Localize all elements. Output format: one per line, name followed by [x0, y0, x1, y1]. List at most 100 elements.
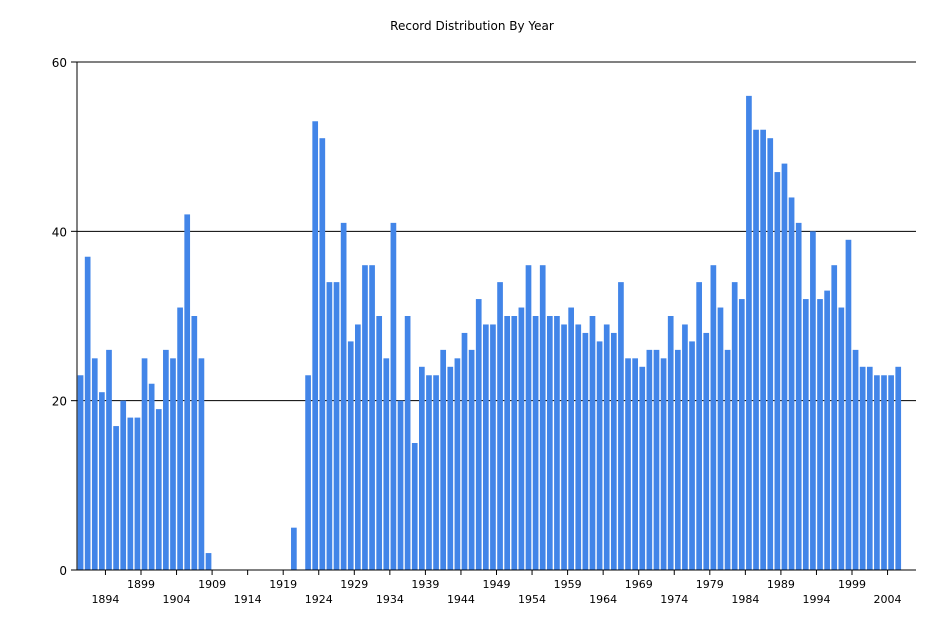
bar-1967: [618, 282, 624, 570]
bar-1937: [404, 316, 411, 570]
bar-2001: [859, 366, 866, 570]
y-tick-label: 60: [52, 56, 67, 70]
bar-1932: [369, 265, 375, 570]
bar-1903: [163, 349, 169, 570]
bar-2004: [881, 375, 887, 570]
bar-2002: [866, 366, 873, 570]
axes: 0 20 40 60 1899 1909 1919 1929 1939 1949 1959 1969 1…: [52, 56, 916, 606]
bar-1908: [198, 358, 205, 570]
bar-1909: [205, 553, 212, 570]
bar-1991: [788, 197, 795, 570]
x-tick-label: 1954: [518, 593, 546, 606]
x-tick-label: 1969: [625, 578, 653, 591]
bar-1891: [77, 375, 84, 570]
bar-1968: [625, 358, 631, 570]
bar-2005: [888, 375, 894, 570]
x-tick-label: 2004: [874, 593, 902, 606]
bar-1959: [561, 324, 567, 570]
x-tick-label: 1984: [731, 593, 759, 606]
bar-1955: [532, 316, 539, 570]
bar-1893: [91, 358, 98, 570]
bar-1905: [177, 307, 183, 570]
bar-1978: [696, 282, 702, 570]
x-tick-label: 1894: [91, 593, 119, 606]
bar-1945: [461, 332, 468, 570]
bar-1965: [603, 324, 610, 570]
x-tick-label: 1904: [163, 593, 191, 606]
bar-1901: [148, 383, 155, 570]
bar-1902: [155, 409, 162, 570]
bar-1925: [319, 138, 326, 570]
bar-1973: [660, 358, 667, 570]
bar-1930: [355, 324, 361, 570]
bar-1928: [340, 222, 347, 570]
bar-1986: [753, 129, 759, 571]
bar-1962: [582, 332, 589, 570]
bar-1933: [376, 316, 383, 570]
x-tick-label: 1999: [838, 578, 866, 591]
bar-1921: [291, 527, 297, 570]
bar-1906: [184, 214, 191, 570]
bar-1892: [84, 256, 91, 570]
x-tick-label: 1989: [767, 578, 795, 591]
bar-1927: [333, 282, 340, 570]
bar-1988: [767, 138, 774, 570]
x-tick-label: 1919: [269, 578, 297, 591]
bar-1979: [703, 332, 710, 570]
bars: [77, 95, 902, 571]
bar-1943: [447, 366, 454, 570]
bar-1971: [646, 349, 653, 570]
bar-1980: [710, 265, 717, 570]
x-tick-label: 1959: [554, 578, 582, 591]
x-tick-label: 1929: [340, 578, 368, 591]
bar-1970: [639, 366, 646, 570]
bar-1983: [731, 282, 738, 570]
bar-1939: [419, 366, 425, 570]
bar-1995: [817, 299, 823, 570]
bar-1990: [781, 163, 788, 570]
bar-1948: [482, 324, 489, 570]
bar-1964: [596, 341, 603, 570]
bar-1923: [305, 375, 311, 570]
bar-1900: [141, 358, 148, 570]
bar-1994: [810, 231, 816, 570]
bar-1944: [454, 358, 461, 570]
bar-1929: [347, 341, 354, 570]
bar-1896: [113, 426, 119, 570]
bar-1936: [397, 400, 404, 570]
bar-1957: [546, 316, 553, 570]
bar-1996: [824, 290, 830, 570]
bar-1998: [838, 307, 845, 570]
bar-1989: [774, 172, 781, 570]
bar-1960: [568, 307, 574, 570]
bar-1924: [312, 121, 319, 571]
x-tick-label: 1899: [127, 578, 155, 591]
bar-1993: [802, 299, 809, 570]
x-tick-label: 1994: [802, 593, 830, 606]
bar-1974: [667, 316, 674, 570]
bar-1949: [490, 324, 496, 570]
bar-1956: [539, 265, 546, 570]
bar-2006: [895, 366, 902, 570]
bar-1982: [724, 349, 731, 570]
bar-1947: [475, 299, 482, 570]
y-tick-label: 20: [52, 395, 67, 409]
bar-1934: [383, 358, 390, 570]
y-tick-label: 40: [52, 225, 67, 239]
x-tick-label: 1939: [411, 578, 439, 591]
bar-1966: [610, 332, 617, 570]
bar-1895: [106, 349, 112, 570]
bar-1898: [127, 417, 134, 570]
bar-1958: [554, 316, 560, 570]
y-tick-label: 0: [59, 564, 67, 578]
bar-1935: [390, 222, 397, 570]
bar-1931: [362, 265, 368, 570]
x-tick-label: 1909: [198, 578, 226, 591]
x-tick-label: 1944: [447, 593, 475, 606]
bar-1984: [738, 299, 745, 570]
bar-1977: [689, 341, 695, 570]
bar-1904: [170, 358, 176, 570]
bar-1938: [411, 443, 418, 570]
